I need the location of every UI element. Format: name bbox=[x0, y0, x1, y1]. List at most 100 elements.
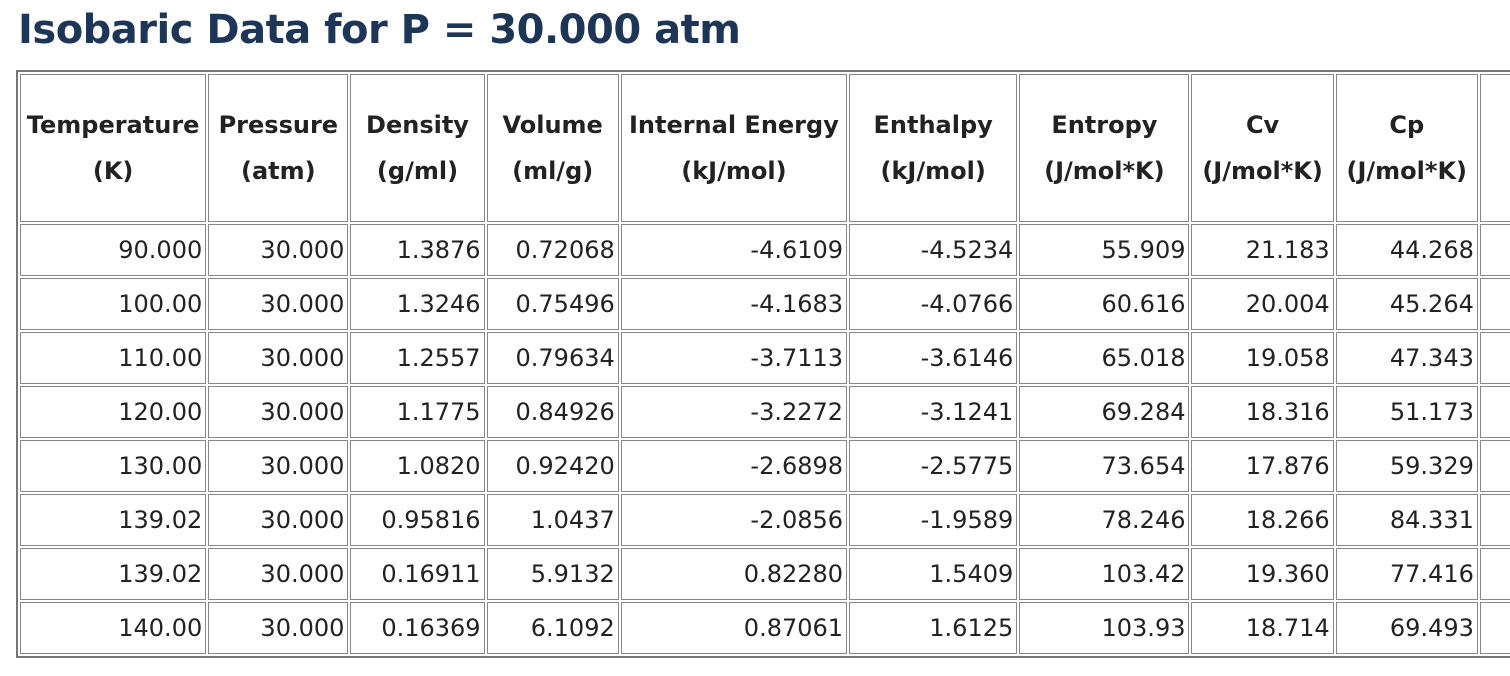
table-row: 130.00 30.000 1.0820 0.92420 -2.6898 -2.5775 7… bbox=[20, 440, 1510, 492]
table-cell: 100.00 bbox=[20, 278, 207, 330]
column-header: Pressure (atm) bbox=[208, 74, 349, 222]
table-cell: 47.343 bbox=[1335, 332, 1478, 384]
table-row: 139.02 30.000 0.95816 1.0437 -2.0856 -1.9589 7… bbox=[20, 494, 1510, 546]
table-cell: 30.000 bbox=[208, 548, 349, 600]
table-cell: 84.331 bbox=[1335, 494, 1478, 546]
column-header-unit: (J/mol*K) bbox=[1044, 157, 1165, 185]
table-cell: 59.329 bbox=[1335, 440, 1478, 492]
table-cell: 44.268 bbox=[1335, 224, 1478, 276]
table-cell bbox=[1479, 548, 1510, 600]
table-cell: 51.173 bbox=[1335, 386, 1478, 438]
table-cell: 30.000 bbox=[208, 224, 349, 276]
table-cell: 0.92420 bbox=[486, 440, 619, 492]
column-header-name: Internal Energy bbox=[628, 111, 839, 139]
table-row: 110.00 30.000 1.2557 0.79634 -3.7113 -3.6146 6… bbox=[20, 332, 1510, 384]
table-cell: 0.16369 bbox=[350, 602, 485, 654]
table-cell: 17.876 bbox=[1191, 440, 1334, 492]
table-cell: -4.1683 bbox=[620, 278, 848, 330]
table-cell: -3.2272 bbox=[620, 386, 848, 438]
table-cell: 0.16911 bbox=[350, 548, 485, 600]
table-cell: -2.5775 bbox=[849, 440, 1018, 492]
column-header-name: Entropy bbox=[1051, 111, 1158, 139]
table-cell: -3.1241 bbox=[849, 386, 1018, 438]
table-cell: 30.000 bbox=[208, 332, 349, 384]
table-cell: 130.00 bbox=[20, 440, 207, 492]
table-cell: 18.714 bbox=[1191, 602, 1334, 654]
table-cell: 139.02 bbox=[20, 494, 207, 546]
table-cell: 30.000 bbox=[208, 494, 349, 546]
table-cell bbox=[1479, 440, 1510, 492]
table-cell: 30.000 bbox=[208, 386, 349, 438]
table-cell: 0.79634 bbox=[486, 332, 619, 384]
column-header-unit: (J/mol*K) bbox=[1346, 157, 1468, 185]
table-cell bbox=[1479, 278, 1510, 330]
table-cell: 73.654 bbox=[1019, 440, 1190, 492]
data-table-container: Temperature (K) Pressure (atm) Density (g/ml)… bbox=[16, 70, 1510, 676]
table-row: 100.00 30.000 1.3246 0.75496 -4.1683 -4.0766 6… bbox=[20, 278, 1510, 330]
table-cell: 139.02 bbox=[20, 548, 207, 600]
column-header-unit: (g/ml) bbox=[376, 157, 459, 185]
column-header-unit: (ml/g) bbox=[512, 157, 594, 185]
table-cell: 19.058 bbox=[1191, 332, 1334, 384]
column-header-name: Volume bbox=[502, 111, 603, 139]
table-cell: 1.2557 bbox=[350, 332, 485, 384]
table-cell: 60.616 bbox=[1019, 278, 1190, 330]
column-header-name: Cv bbox=[1245, 111, 1280, 139]
table-cell: 30.000 bbox=[208, 602, 349, 654]
table-cell bbox=[1479, 494, 1510, 546]
table-cell: 0.87061 bbox=[620, 602, 848, 654]
table-row: 90.000 30.000 1.3876 0.72068 -4.6109 -4.5234 5… bbox=[20, 224, 1510, 276]
table-cell: 1.1775 bbox=[350, 386, 485, 438]
table-cell: 103.93 bbox=[1019, 602, 1190, 654]
table-cell: -3.6146 bbox=[849, 332, 1018, 384]
table-cell: -1.9589 bbox=[849, 494, 1018, 546]
table-cell: 78.246 bbox=[1019, 494, 1190, 546]
table-cell: 19.360 bbox=[1191, 548, 1334, 600]
column-header-name: Density bbox=[366, 111, 469, 139]
table-cell: 110.00 bbox=[20, 332, 207, 384]
table-body: 90.000 30.000 1.3876 0.72068 -4.6109 -4.5234 5… bbox=[20, 224, 1510, 654]
table-cell: -4.0766 bbox=[849, 278, 1018, 330]
column-header: Density (g/ml) bbox=[350, 74, 485, 222]
table-cell: 1.6125 bbox=[849, 602, 1018, 654]
table-cell: 21.183 bbox=[1191, 224, 1334, 276]
table-cell: -2.6898 bbox=[620, 440, 848, 492]
table-cell: -2.0856 bbox=[620, 494, 848, 546]
column-header-unit: (kJ/mol) bbox=[880, 157, 986, 185]
table-cell bbox=[1479, 332, 1510, 384]
table-cell: 18.316 bbox=[1191, 386, 1334, 438]
table-cell: 103.42 bbox=[1019, 548, 1190, 600]
isobaric-data-table: Temperature (K) Pressure (atm) Density (g/ml)… bbox=[16, 70, 1510, 658]
table-cell bbox=[1479, 224, 1510, 276]
table-cell: 1.3876 bbox=[350, 224, 485, 276]
table-row: 139.02 30.000 0.16911 5.9132 0.82280 1.5409 10… bbox=[20, 548, 1510, 600]
table-cell: 69.284 bbox=[1019, 386, 1190, 438]
column-header-name: Pressure bbox=[218, 111, 339, 139]
table-cell: 30.000 bbox=[208, 278, 349, 330]
table-cell: 6.1092 bbox=[486, 602, 619, 654]
table-cell: 0.75496 bbox=[486, 278, 619, 330]
column-header-name: Cp bbox=[1389, 111, 1425, 139]
table-row: 120.00 30.000 1.1775 0.84926 -3.2272 -3.1241 6… bbox=[20, 386, 1510, 438]
table-cell: 0.84926 bbox=[486, 386, 619, 438]
column-header-unit: (atm) bbox=[241, 157, 316, 185]
table-cell: 5.9132 bbox=[486, 548, 619, 600]
column-header-name: Enthalpy bbox=[873, 111, 993, 139]
column-header: Temperature (K) bbox=[20, 74, 207, 222]
table-header-row: Temperature (K) Pressure (atm) Density (g/ml)… bbox=[20, 74, 1510, 222]
table-cell: 77.416 bbox=[1335, 548, 1478, 600]
table-cell: 1.0437 bbox=[486, 494, 619, 546]
table-cell: 140.00 bbox=[20, 602, 207, 654]
table-cell: 90.000 bbox=[20, 224, 207, 276]
table-cell: -4.6109 bbox=[620, 224, 848, 276]
column-header: Enthalpy (kJ/mol) bbox=[849, 74, 1018, 222]
page-title: Isobaric Data for P = 30.000 atm bbox=[18, 7, 741, 53]
table-cell: 1.5409 bbox=[849, 548, 1018, 600]
table-cell bbox=[1479, 602, 1510, 654]
table-cell: 55.909 bbox=[1019, 224, 1190, 276]
column-header: Volume (ml/g) bbox=[486, 74, 619, 222]
column-header: Internal Energy (kJ/mol) bbox=[620, 74, 848, 222]
table-cell: 0.82280 bbox=[620, 548, 848, 600]
column-header: Entropy (J/mol*K) bbox=[1019, 74, 1190, 222]
table-cell: 45.264 bbox=[1335, 278, 1478, 330]
